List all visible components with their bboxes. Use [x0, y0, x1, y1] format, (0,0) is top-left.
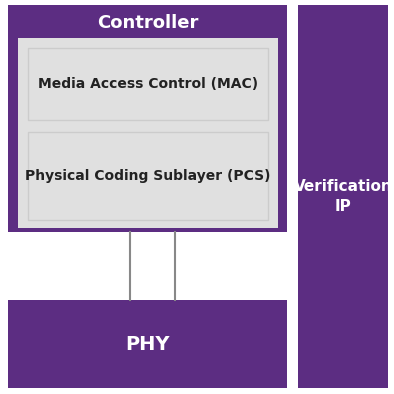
Text: Controller: Controller — [97, 14, 198, 32]
Text: Physical Coding Sublayer (PCS): Physical Coding Sublayer (PCS) — [25, 169, 271, 183]
Text: Verification
IP: Verification IP — [294, 179, 392, 214]
FancyBboxPatch shape — [8, 5, 287, 232]
FancyBboxPatch shape — [298, 5, 388, 388]
Text: PHY: PHY — [125, 335, 170, 353]
FancyBboxPatch shape — [28, 48, 268, 120]
FancyBboxPatch shape — [8, 232, 287, 300]
FancyBboxPatch shape — [8, 300, 287, 388]
FancyBboxPatch shape — [18, 38, 278, 228]
FancyBboxPatch shape — [28, 132, 268, 220]
Text: Media Access Control (MAC): Media Access Control (MAC) — [38, 77, 258, 91]
